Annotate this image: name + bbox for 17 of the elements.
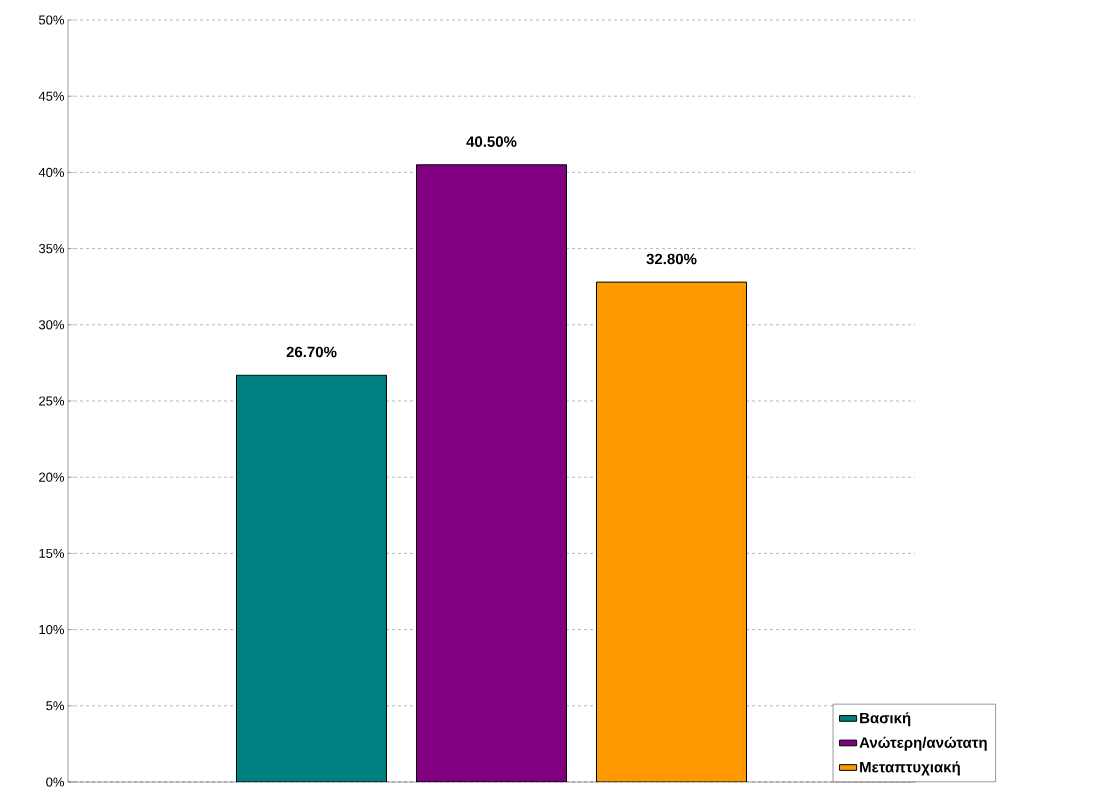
legend-label: Βασική [860, 712, 911, 727]
data-label: 26.70% [286, 346, 337, 358]
y-tick-label: 10% [39, 624, 65, 635]
legend-label: Μεταπτυχιακή [860, 761, 960, 776]
y-tick-label: 0% [46, 777, 65, 787]
y-tick-label: 35% [38, 243, 65, 254]
y-tick-label: 40% [38, 167, 65, 177]
data-label: 32.80% [646, 253, 697, 265]
legend-label: Ανώτερη/ανώτατη [859, 736, 987, 751]
y-tick-label: 20% [39, 472, 65, 482]
y-tick-label: 5% [46, 701, 65, 711]
y-tick-label: 50% [38, 15, 65, 25]
y-tick-label: 30% [38, 320, 65, 330]
y-tick-label: 25% [39, 396, 65, 406]
data-label: 40.50% [466, 136, 517, 147]
y-tick-label: 15% [39, 548, 65, 558]
y-tick-label: 45% [38, 91, 65, 101]
